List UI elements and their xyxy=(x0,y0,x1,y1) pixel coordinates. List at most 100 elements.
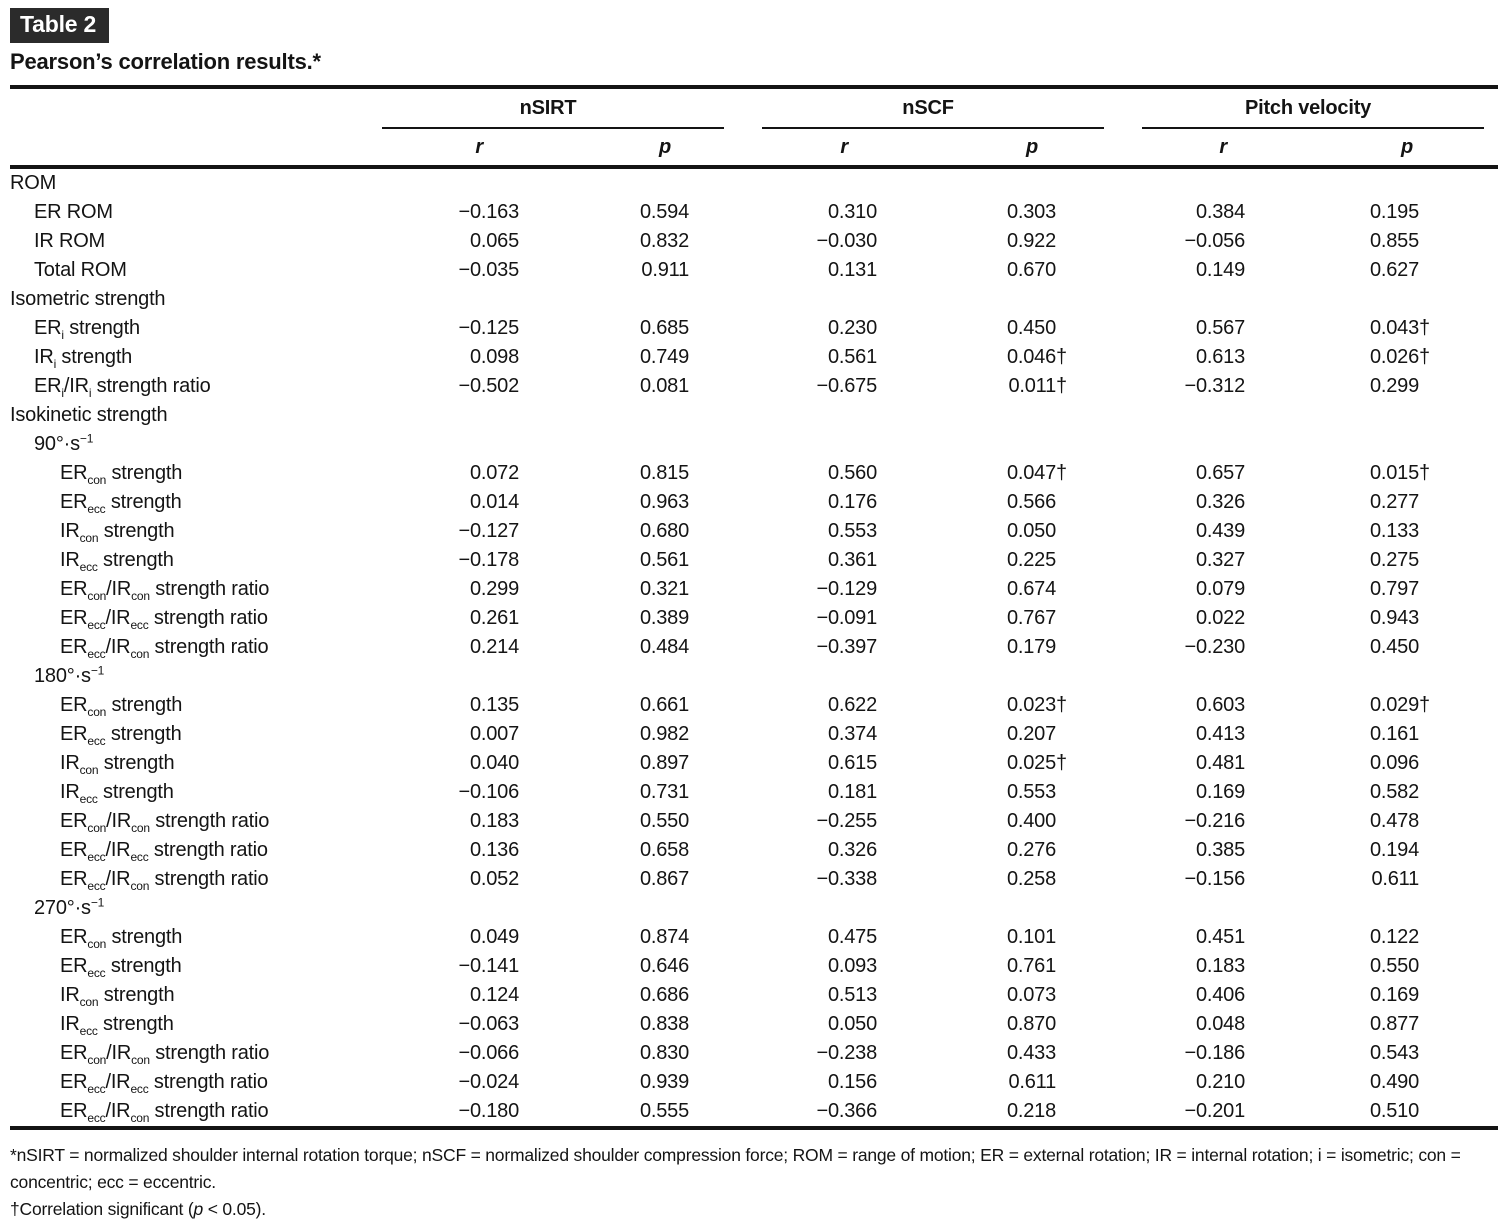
cell-value: 0.400 xyxy=(1006,810,1057,832)
cell-value: 0.553 xyxy=(1006,781,1057,803)
row-label: ERecc/IRecc strength ratio xyxy=(60,839,268,864)
cell-value: 0.073 xyxy=(1006,984,1057,1006)
cell-value: −0.063 xyxy=(458,1013,519,1035)
cell-value: 0.749 xyxy=(639,346,689,368)
table-row: ERi strength −0.125 0.685 0.230 0.450 0.567 0.… xyxy=(10,314,1498,343)
cell-value: 0.832 xyxy=(639,230,689,252)
section-row: Isometric strength xyxy=(10,285,1498,314)
cell-value: 0.897 xyxy=(639,752,689,774)
cell-value: 0.680 xyxy=(639,520,689,542)
table-row: Total ROM −0.035 0.911 0.131 0.670 0.149 0.627 xyxy=(10,256,1498,285)
cell-value: 0.230 xyxy=(827,317,877,339)
cell-value: −0.201 xyxy=(1184,1100,1246,1122)
row-label: ROM xyxy=(10,172,57,194)
p-symbol: p xyxy=(193,1199,204,1219)
cell-value: 0.855 xyxy=(1369,230,1420,252)
row-label: ERecc strength xyxy=(60,491,182,516)
group-label: nSCF xyxy=(902,97,954,119)
subheader-r: r xyxy=(738,129,928,169)
cell-value: 0.026† xyxy=(1369,346,1430,368)
table-row: ERcon/IRcon strength ratio 0.183 0.550 −0.2… xyxy=(10,807,1498,836)
cell-value: 0.674 xyxy=(1006,578,1057,600)
cell-value: 0.657 xyxy=(1195,462,1246,484)
row-label: ERcon strength xyxy=(60,462,183,487)
cell-value: 0.815 xyxy=(639,462,689,484)
section-row: 180°·s−1 xyxy=(10,662,1498,691)
cell-value: 0.043† xyxy=(1369,317,1430,339)
cell-value: 0.050 xyxy=(827,1013,877,1035)
row-label: IRcon strength xyxy=(60,984,175,1009)
cell-value: −0.056 xyxy=(1184,230,1246,252)
cell-value: 0.661 xyxy=(639,694,689,716)
cell-value: 0.050 xyxy=(1006,520,1057,542)
cell-value: 0.156 xyxy=(827,1071,877,1093)
cell-value: 0.613 xyxy=(1195,346,1246,368)
cell-value: 0.048 xyxy=(1195,1013,1246,1035)
cell-value: 0.029† xyxy=(1369,694,1430,716)
cell-value: 0.484 xyxy=(639,636,689,658)
cell-value: 0.195 xyxy=(1369,201,1420,223)
subheader-p: p xyxy=(928,129,1119,169)
cell-value: −0.125 xyxy=(458,317,519,339)
footnote-abbreviations-line2: concentric; ecc = eccentric. xyxy=(10,1172,216,1192)
table-row: ERecc strength 0.014 0.963 0.176 0.566 0.326 0… xyxy=(10,488,1498,517)
cell-value: 0.136 xyxy=(469,839,519,861)
cell-value: −0.338 xyxy=(816,868,877,890)
row-label: IRi strength xyxy=(34,346,133,371)
footnotes: *nSIRT = normalized shoulder internal ro… xyxy=(10,1142,1498,1223)
cell-value: 0.015† xyxy=(1369,462,1430,484)
row-label: ERecc/IRcon strength ratio xyxy=(60,1100,269,1125)
group-label: nSIRT xyxy=(519,97,577,119)
cell-value: 0.176 xyxy=(827,491,877,513)
cell-value: 0.183 xyxy=(469,810,519,832)
group-label: Pitch velocity xyxy=(1244,97,1372,119)
subheader-p: p xyxy=(548,129,738,169)
cell-value: 0.513 xyxy=(827,984,877,1006)
cell-value: −0.366 xyxy=(816,1100,877,1122)
cell-value: 0.326 xyxy=(827,839,877,861)
cell-value: 0.040 xyxy=(469,752,519,774)
table-row: IRcon strength 0.040 0.897 0.615 0.025† 0.481… xyxy=(10,749,1498,778)
table-row: ERecc/IRecc strength ratio 0.261 0.389 −0.0… xyxy=(10,604,1498,633)
cell-value: 0.299 xyxy=(469,578,519,600)
group-header-pitch-velocity: Pitch velocity xyxy=(1118,85,1499,129)
cell-value: 0.023† xyxy=(1006,694,1067,716)
cell-value: 0.561 xyxy=(827,346,877,368)
cell-value: 0.101 xyxy=(1006,926,1057,948)
cell-value: 0.014 xyxy=(469,491,519,513)
cell-value: 0.481 xyxy=(1195,752,1246,774)
cell-value: 0.475 xyxy=(827,926,877,948)
table-row: ERcon/IRcon strength ratio −0.066 0.830 −0.… xyxy=(10,1039,1498,1068)
cell-value: 0.478 xyxy=(1369,810,1420,832)
cell-value: 0.385 xyxy=(1195,839,1246,861)
cell-value: 0.124 xyxy=(469,984,519,1006)
cell-value: −0.180 xyxy=(458,1100,519,1122)
table-row: ERecc/IRcon strength ratio 0.052 0.867 −0.3… xyxy=(10,865,1498,894)
cell-value: −0.141 xyxy=(458,955,519,977)
row-label: Isokinetic strength xyxy=(10,404,168,426)
cell-value: 0.218 xyxy=(1006,1100,1057,1122)
cell-value: 0.052 xyxy=(469,868,519,890)
cell-value: 0.079 xyxy=(1195,578,1246,600)
cell-value: 0.098 xyxy=(469,346,519,368)
cell-value: 0.361 xyxy=(827,549,877,571)
correlation-table: nSIRT nSCF Pitch velocity xyxy=(10,85,1499,1130)
cell-value: 0.686 xyxy=(639,984,689,1006)
cell-value: 0.072 xyxy=(469,462,519,484)
cell-value: 0.276 xyxy=(1006,839,1057,861)
cell-value: 0.867 xyxy=(639,868,689,890)
row-label: ERcon/IRcon strength ratio xyxy=(60,1042,270,1067)
row-label: ER ROM xyxy=(34,201,113,223)
label-column-header xyxy=(10,85,358,169)
cell-value: 0.149 xyxy=(1195,259,1246,281)
cell-value: −0.186 xyxy=(1184,1042,1246,1064)
row-label: ERi/IRi strength ratio xyxy=(34,375,211,400)
row-label: ERcon strength xyxy=(60,926,183,951)
cell-value: 0.877 xyxy=(1369,1013,1420,1035)
cell-value: 0.433 xyxy=(1006,1042,1057,1064)
cell-value: −0.127 xyxy=(458,520,519,542)
cell-value: 0.615 xyxy=(827,752,877,774)
row-label: IRcon strength xyxy=(60,520,175,545)
table-row: IRecc strength −0.106 0.731 0.181 0.553 0.169… xyxy=(10,778,1498,807)
cell-value: 0.646 xyxy=(639,955,689,977)
